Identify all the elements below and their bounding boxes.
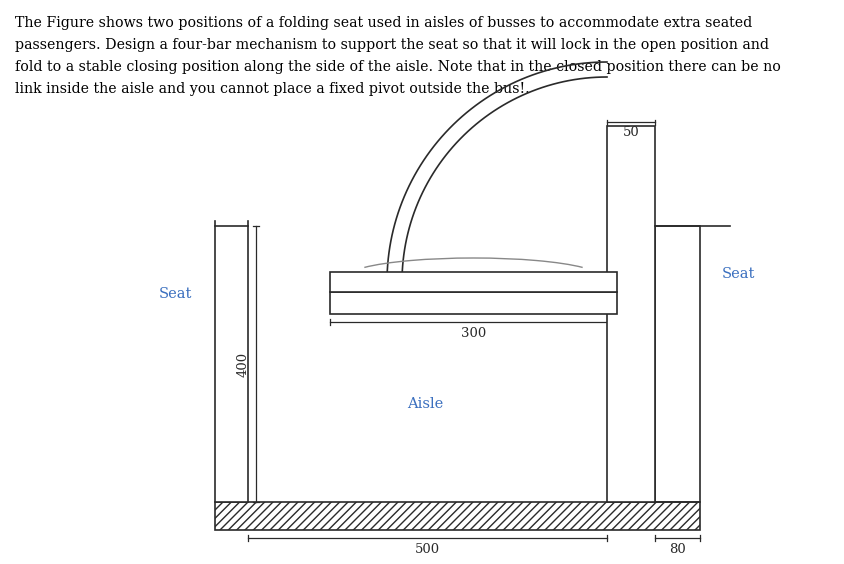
- Bar: [606, 126, 654, 502]
- Text: Aisle: Aisle: [407, 397, 442, 411]
- Text: Seat: Seat: [158, 287, 192, 301]
- Text: 80: 80: [668, 543, 685, 556]
- Text: fold to a stable closing position along the side of the aisle. Note that in the : fold to a stable closing position along …: [15, 60, 780, 74]
- Text: Seat: Seat: [721, 267, 754, 281]
- Bar: [214, 502, 699, 530]
- Text: link inside the aisle and you cannot place a fixed pivot outside the bus!.: link inside the aisle and you cannot pla…: [15, 82, 529, 96]
- Text: passengers. Design a four-bar mechanism to support the seat so that it will lock: passengers. Design a four-bar mechanism …: [15, 38, 768, 52]
- Text: 300: 300: [460, 327, 485, 340]
- Bar: [330, 292, 616, 314]
- Text: The Figure shows two positions of a folding seat used in aisles of busses to acc: The Figure shows two positions of a fold…: [15, 16, 751, 30]
- Text: 50: 50: [622, 126, 639, 139]
- Text: 500: 500: [414, 543, 440, 556]
- Bar: [214, 226, 247, 502]
- Bar: [330, 272, 616, 292]
- Text: 400: 400: [236, 351, 250, 377]
- Bar: [654, 226, 699, 502]
